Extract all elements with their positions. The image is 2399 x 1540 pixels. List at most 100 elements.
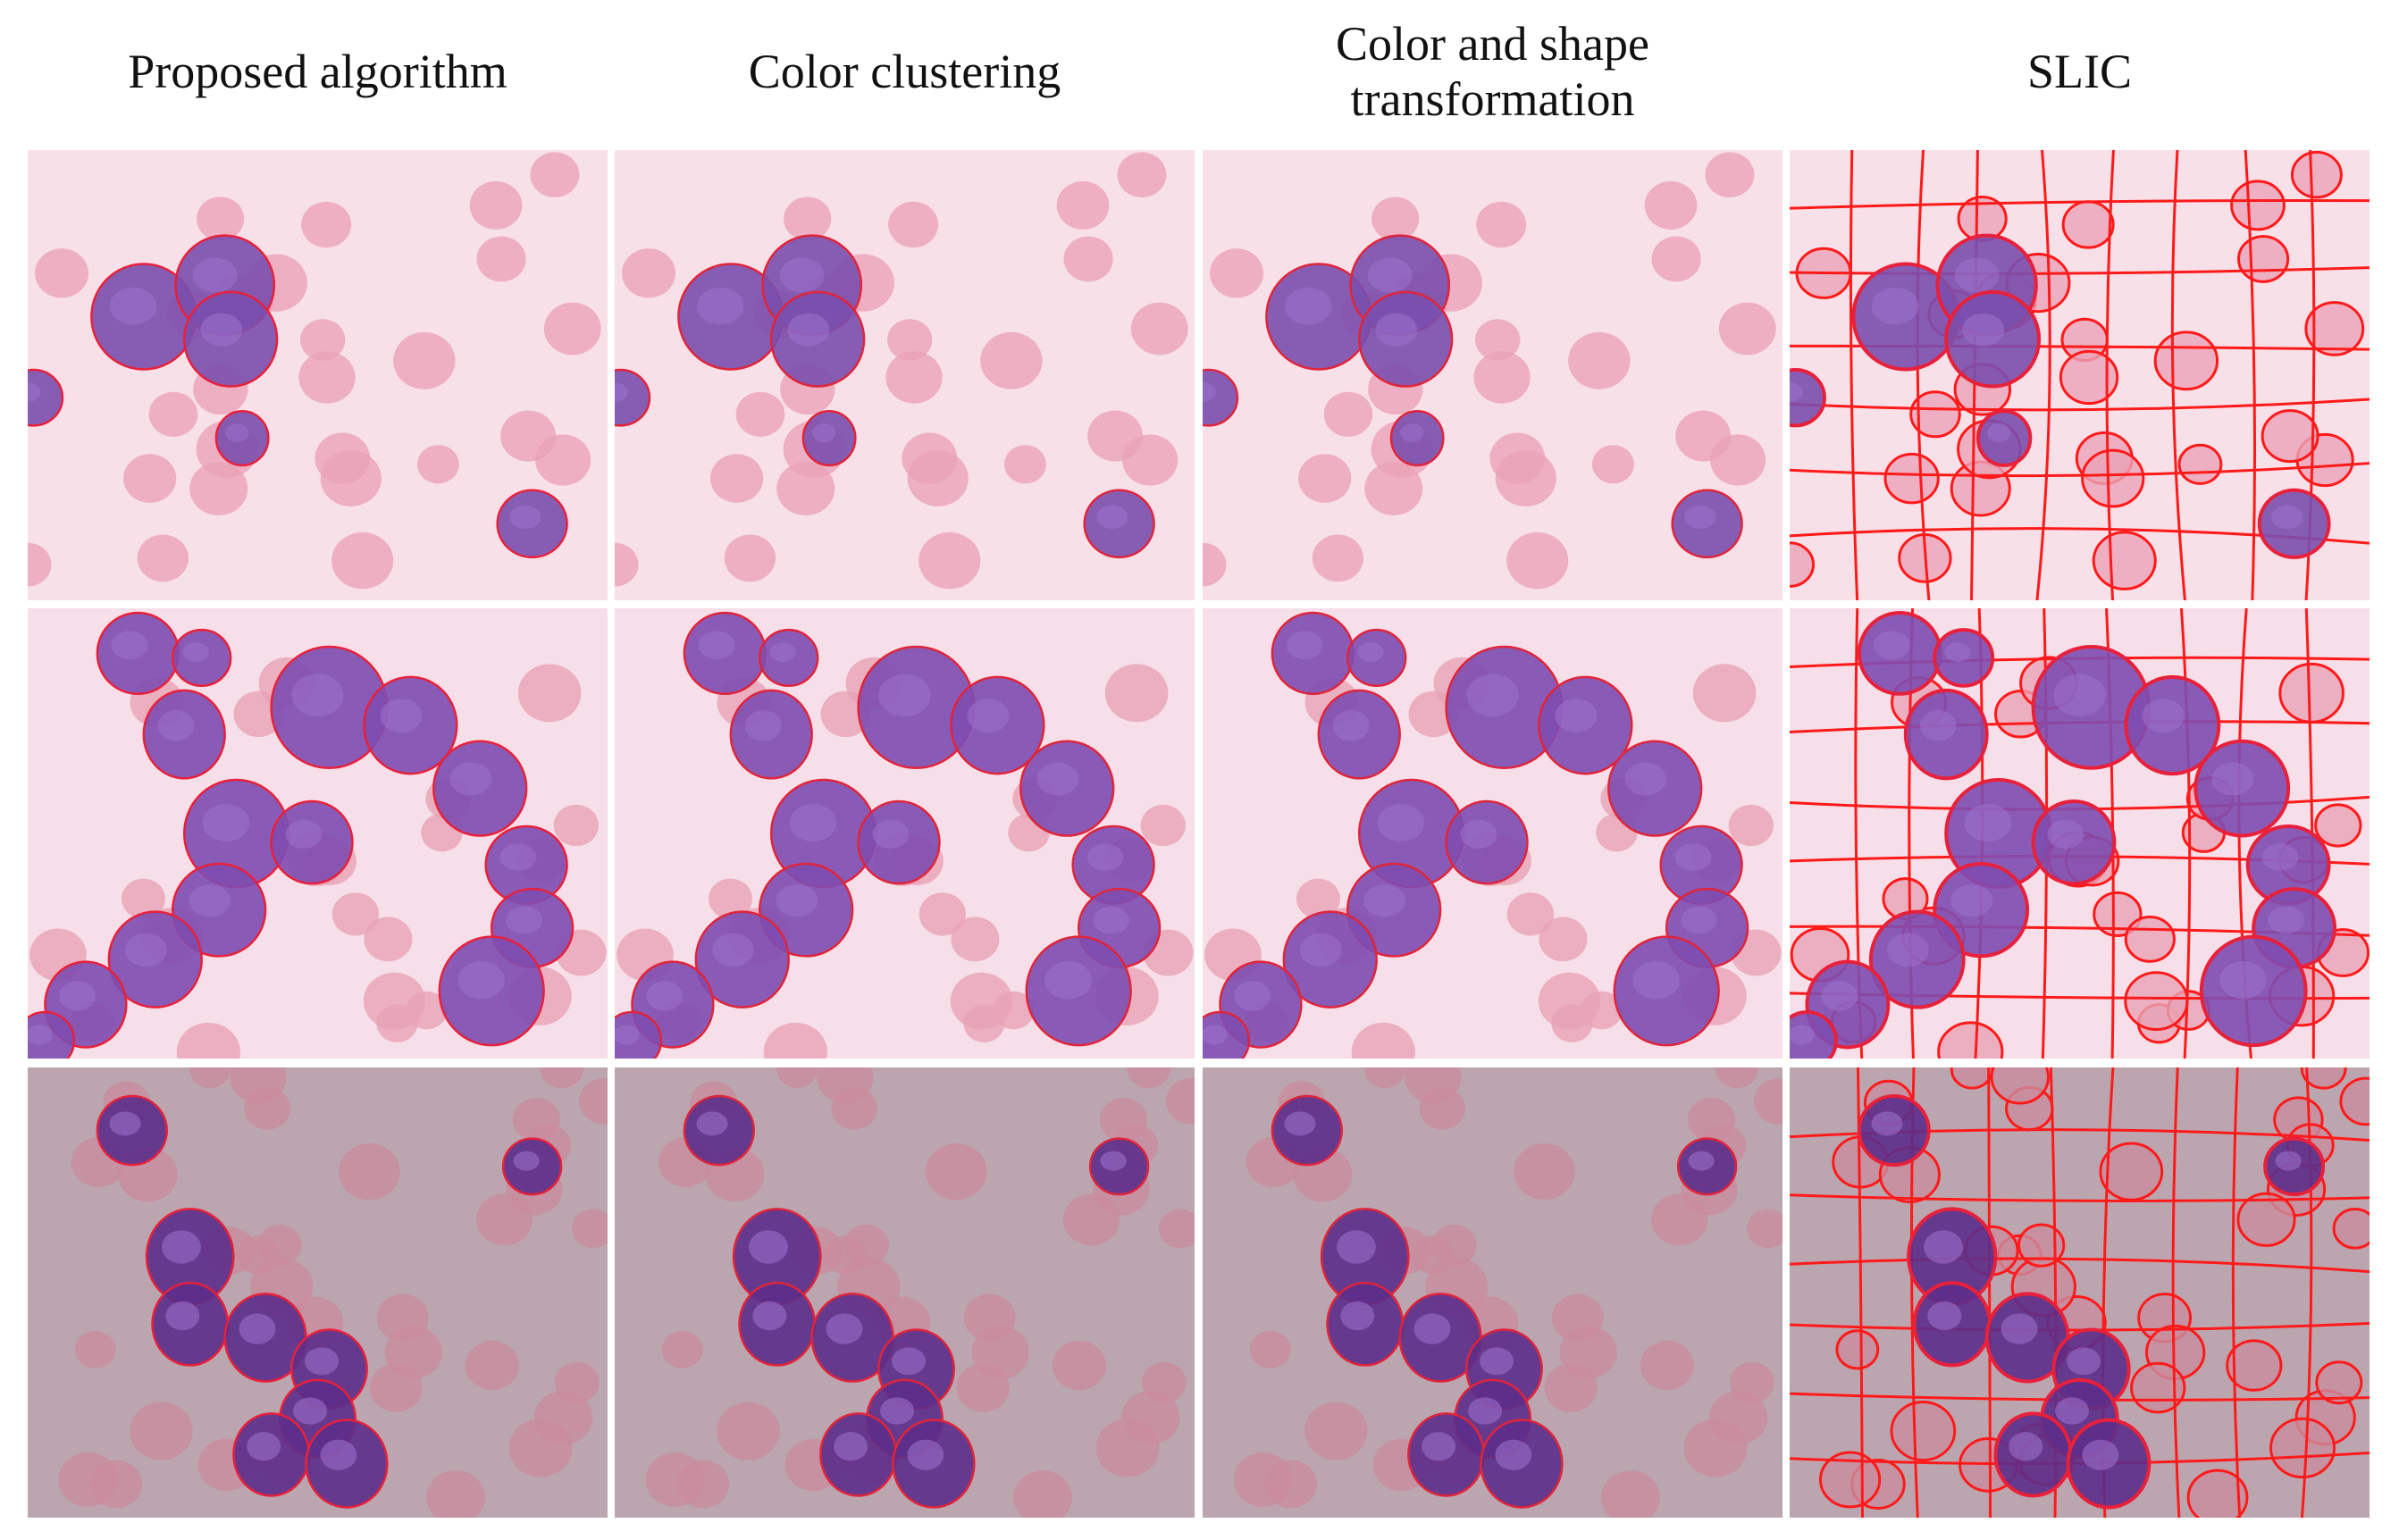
red-blood-cell [1431, 1224, 1477, 1267]
chromatin [499, 843, 537, 871]
chromatin [1203, 382, 1216, 402]
chromatin [907, 1439, 944, 1470]
chromatin [812, 423, 836, 443]
red-blood-cell [1371, 197, 1420, 241]
red-blood-cell [1130, 302, 1188, 356]
red-blood-cell [230, 1067, 287, 1104]
chromatin [2142, 699, 2185, 733]
red-blood-cell [661, 1330, 703, 1368]
red-blood-cell [1644, 180, 1698, 230]
chromatin [1337, 1230, 1376, 1264]
chromatin [1555, 699, 1598, 733]
red-blood-cell [716, 1402, 780, 1460]
red-blood-cell [369, 1363, 423, 1412]
red-blood-cell [2315, 1360, 2363, 1405]
chromatin [2261, 843, 2299, 871]
red-blood-cell [1592, 445, 1634, 484]
red-blood-cell [1835, 1329, 1880, 1370]
red-blood-cell [1476, 201, 1527, 248]
red-blood-cell [331, 892, 380, 936]
superpixel-boundary [1790, 462, 2370, 478]
chromatin [1286, 631, 1323, 660]
red-blood-cell [331, 531, 394, 590]
chromatin [1422, 1432, 1456, 1461]
red-blood-cell [2177, 443, 2223, 485]
chromatin [2211, 762, 2254, 796]
red-blood-cell [2153, 331, 2219, 391]
chromatin [1944, 642, 1971, 663]
red-blood-cell [2130, 1361, 2186, 1414]
chromatin [165, 1301, 200, 1331]
red-blood-cell [1990, 1067, 2051, 1105]
red-blood-cell [1203, 542, 1227, 587]
red-blood-cell [918, 531, 981, 590]
chromatin [1375, 313, 1418, 347]
red-blood-cell [1056, 180, 1110, 230]
chromatin [509, 505, 541, 529]
chromatin [712, 933, 754, 967]
red-blood-cell [735, 391, 785, 437]
chromatin [2047, 819, 2084, 849]
chromatin [1468, 1397, 1503, 1425]
red-blood-cell [2230, 180, 2286, 231]
red-blood-cell [1705, 152, 1755, 197]
red-blood-cell [1651, 236, 1701, 282]
red-blood-cell [508, 1419, 573, 1477]
red-blood-cell [1506, 531, 1569, 590]
superpixel-boundary [1987, 1067, 1992, 1518]
nucleus [1790, 368, 1826, 428]
red-blood-cell [298, 351, 356, 404]
chromatin [880, 1397, 915, 1425]
red-blood-cell [2186, 1469, 2249, 1518]
image-panel [1203, 1067, 1782, 1518]
red-blood-cell [776, 1067, 818, 1089]
image-panel [615, 608, 1195, 1059]
image-panel [1203, 150, 1782, 600]
chromatin [189, 884, 231, 917]
chromatin [513, 1151, 540, 1171]
red-blood-cell [426, 1470, 485, 1518]
red-blood-cell [1747, 1209, 1782, 1249]
chromatin [2001, 1313, 2038, 1344]
red-blood-cell [1063, 236, 1113, 282]
red-blood-cell [475, 1193, 533, 1246]
red-blood-cell [1883, 452, 1940, 505]
red-blood-cell [950, 972, 1013, 1030]
red-blood-cell [469, 180, 523, 230]
red-blood-cell [553, 804, 599, 847]
image-panel [1790, 1067, 2370, 1518]
red-blood-cell [1538, 972, 1601, 1030]
nucleus [28, 368, 64, 427]
chromatin [1466, 674, 1519, 717]
red-blood-cell [320, 450, 382, 506]
chromatin [967, 699, 1010, 733]
chromatin [752, 1301, 787, 1331]
red-blood-cell [1052, 1340, 1106, 1391]
red-blood-cell [176, 1022, 240, 1059]
chromatin [744, 710, 782, 741]
chromatin [892, 1347, 927, 1376]
chromatin [1413, 1313, 1451, 1344]
red-blood-cell [417, 445, 459, 484]
chromatin [1681, 906, 1717, 934]
nucleus [1203, 368, 1239, 427]
image-panel [615, 150, 1195, 600]
red-blood-cell [1405, 1067, 1462, 1104]
red-blood-cell [1095, 1419, 1160, 1477]
chromatin [1887, 933, 1929, 967]
chromatin [1284, 288, 1332, 325]
red-blood-cell [1296, 878, 1340, 919]
red-blood-cell [1513, 1143, 1575, 1201]
red-blood-cell [476, 236, 526, 282]
column-header: SLIC [1790, 0, 2370, 143]
chromatin [293, 1397, 328, 1425]
red-blood-cell [2332, 1207, 2370, 1250]
image-panel [28, 608, 608, 1059]
red-blood-cell [364, 916, 413, 962]
chromatin [380, 699, 423, 733]
red-blood-cell [1692, 664, 1757, 723]
chromatin [2055, 1397, 2090, 1425]
red-blood-cell [517, 664, 582, 723]
red-blood-cell [1298, 454, 1352, 503]
